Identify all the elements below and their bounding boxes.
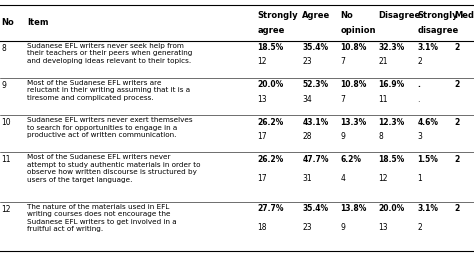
Text: 7: 7 bbox=[340, 94, 345, 104]
Text: Item: Item bbox=[27, 18, 49, 27]
Text: 13: 13 bbox=[257, 94, 267, 104]
Text: 52.3%: 52.3% bbox=[302, 80, 328, 89]
Text: 6.2%: 6.2% bbox=[340, 155, 361, 164]
Text: 1.5%: 1.5% bbox=[418, 155, 438, 164]
Text: 16.9%: 16.9% bbox=[378, 80, 404, 89]
Text: 3.1%: 3.1% bbox=[418, 43, 438, 52]
Text: 11: 11 bbox=[378, 94, 388, 104]
Text: Disagree: Disagree bbox=[378, 10, 420, 20]
Text: 47.7%: 47.7% bbox=[302, 155, 329, 164]
Text: 18.5%: 18.5% bbox=[378, 155, 404, 164]
Text: 12: 12 bbox=[257, 57, 267, 66]
Text: .: . bbox=[418, 80, 420, 89]
Text: Most of the Sudanese EFL writers never
attempt to study authentic materials in o: Most of the Sudanese EFL writers never a… bbox=[27, 154, 201, 183]
Text: 12: 12 bbox=[378, 174, 388, 183]
Text: 17: 17 bbox=[257, 132, 267, 141]
Text: 34: 34 bbox=[302, 94, 312, 104]
Text: 20.0%: 20.0% bbox=[378, 204, 404, 213]
Text: 9: 9 bbox=[340, 132, 345, 141]
Text: 2: 2 bbox=[454, 204, 459, 213]
Text: 3: 3 bbox=[418, 132, 422, 141]
Text: 12: 12 bbox=[1, 205, 11, 214]
Text: 18.5%: 18.5% bbox=[257, 43, 283, 52]
Text: Agree: Agree bbox=[302, 10, 331, 20]
Text: 13: 13 bbox=[378, 223, 388, 232]
Text: 43.1%: 43.1% bbox=[302, 118, 328, 126]
Text: The nature of the materials used in EFL
writing courses does not encourage the
S: The nature of the materials used in EFL … bbox=[27, 204, 177, 232]
Text: 23: 23 bbox=[302, 57, 312, 66]
Text: disagree: disagree bbox=[418, 26, 459, 35]
Text: 4: 4 bbox=[340, 174, 345, 183]
Text: 12.3%: 12.3% bbox=[378, 118, 404, 126]
Text: 31: 31 bbox=[302, 174, 312, 183]
Text: 13.3%: 13.3% bbox=[340, 118, 366, 126]
Text: 2: 2 bbox=[418, 223, 422, 232]
Text: 7: 7 bbox=[340, 57, 345, 66]
Text: 18: 18 bbox=[257, 223, 267, 232]
Text: 35.4%: 35.4% bbox=[302, 204, 328, 213]
Text: 2: 2 bbox=[454, 155, 459, 164]
Text: Strongly: Strongly bbox=[418, 10, 458, 20]
Text: 28: 28 bbox=[302, 132, 312, 141]
Text: 8: 8 bbox=[1, 44, 6, 53]
Text: 11: 11 bbox=[1, 155, 11, 164]
Text: 2: 2 bbox=[418, 57, 422, 66]
Text: 26.2%: 26.2% bbox=[257, 118, 283, 126]
Text: 9: 9 bbox=[340, 223, 345, 232]
Text: Strongly: Strongly bbox=[257, 10, 298, 20]
Text: 2: 2 bbox=[454, 43, 459, 52]
Text: agree: agree bbox=[257, 26, 285, 35]
Text: Sudanese EFL writers never seek help from
their teachers or their peers when gen: Sudanese EFL writers never seek help fro… bbox=[27, 43, 193, 64]
Text: 9: 9 bbox=[1, 81, 6, 90]
Text: 20.0%: 20.0% bbox=[257, 80, 283, 89]
Text: 21: 21 bbox=[378, 57, 388, 66]
Text: Sudanese EFL writers never exert themselves
to search for opportunities to engag: Sudanese EFL writers never exert themsel… bbox=[27, 117, 193, 138]
Text: 3.1%: 3.1% bbox=[418, 204, 438, 213]
Text: 10: 10 bbox=[1, 118, 11, 127]
Text: 17: 17 bbox=[257, 174, 267, 183]
Text: 8: 8 bbox=[378, 132, 383, 141]
Text: 2: 2 bbox=[454, 80, 459, 89]
Text: 23: 23 bbox=[302, 223, 312, 232]
Text: 4.6%: 4.6% bbox=[418, 118, 438, 126]
Text: Most of the Sudanese EFL writers are
reluctant in their writing assuming that it: Most of the Sudanese EFL writers are rel… bbox=[27, 80, 191, 101]
Text: 27.7%: 27.7% bbox=[257, 204, 284, 213]
Text: 10.8%: 10.8% bbox=[340, 43, 367, 52]
Text: .: . bbox=[418, 94, 420, 104]
Text: 32.3%: 32.3% bbox=[378, 43, 404, 52]
Text: 13.8%: 13.8% bbox=[340, 204, 367, 213]
Text: Median: Median bbox=[454, 10, 474, 20]
Text: 10.8%: 10.8% bbox=[340, 80, 367, 89]
Text: 2: 2 bbox=[454, 118, 459, 126]
Text: No: No bbox=[340, 10, 353, 20]
Text: 35.4%: 35.4% bbox=[302, 43, 328, 52]
Text: opinion: opinion bbox=[340, 26, 376, 35]
Text: No: No bbox=[1, 18, 14, 27]
Text: 1: 1 bbox=[418, 174, 422, 183]
Text: 26.2%: 26.2% bbox=[257, 155, 283, 164]
